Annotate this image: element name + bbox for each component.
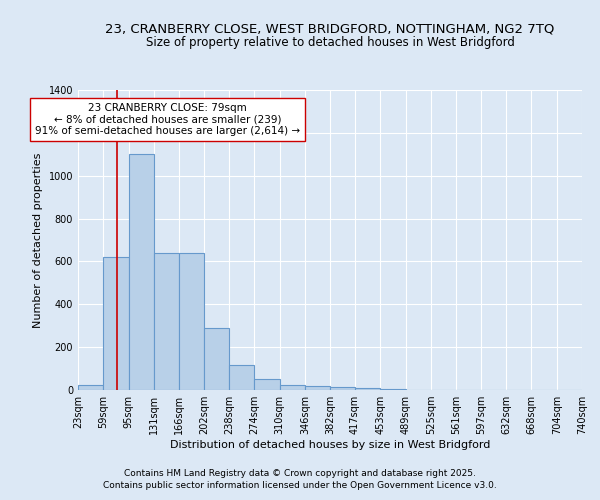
Bar [78,384,103,390]
Bar [128,154,154,390]
Bar [280,384,305,390]
Text: 23 CRANBERRY CLOSE: 79sqm
← 8% of detached houses are smaller (239)
91% of semi-: 23 CRANBERRY CLOSE: 79sqm ← 8% of detach… [35,103,300,136]
Bar [103,257,128,390]
Bar [204,328,229,390]
Y-axis label: Number of detached properties: Number of detached properties [33,152,43,328]
Bar [331,387,355,390]
Bar [179,253,204,390]
Bar [355,388,380,390]
Bar [154,253,179,390]
Bar [254,380,280,390]
X-axis label: Distribution of detached houses by size in West Bridgford: Distribution of detached houses by size … [170,440,490,450]
Text: Size of property relative to detached houses in West Bridgford: Size of property relative to detached ho… [146,36,514,49]
Bar [229,366,254,390]
Text: Contains HM Land Registry data © Crown copyright and database right 2025.: Contains HM Land Registry data © Crown c… [124,468,476,477]
Bar [305,386,331,390]
Text: Contains public sector information licensed under the Open Government Licence v3: Contains public sector information licen… [103,481,497,490]
Text: 23, CRANBERRY CLOSE, WEST BRIDGFORD, NOTTINGHAM, NG2 7TQ: 23, CRANBERRY CLOSE, WEST BRIDGFORD, NOT… [106,22,554,36]
